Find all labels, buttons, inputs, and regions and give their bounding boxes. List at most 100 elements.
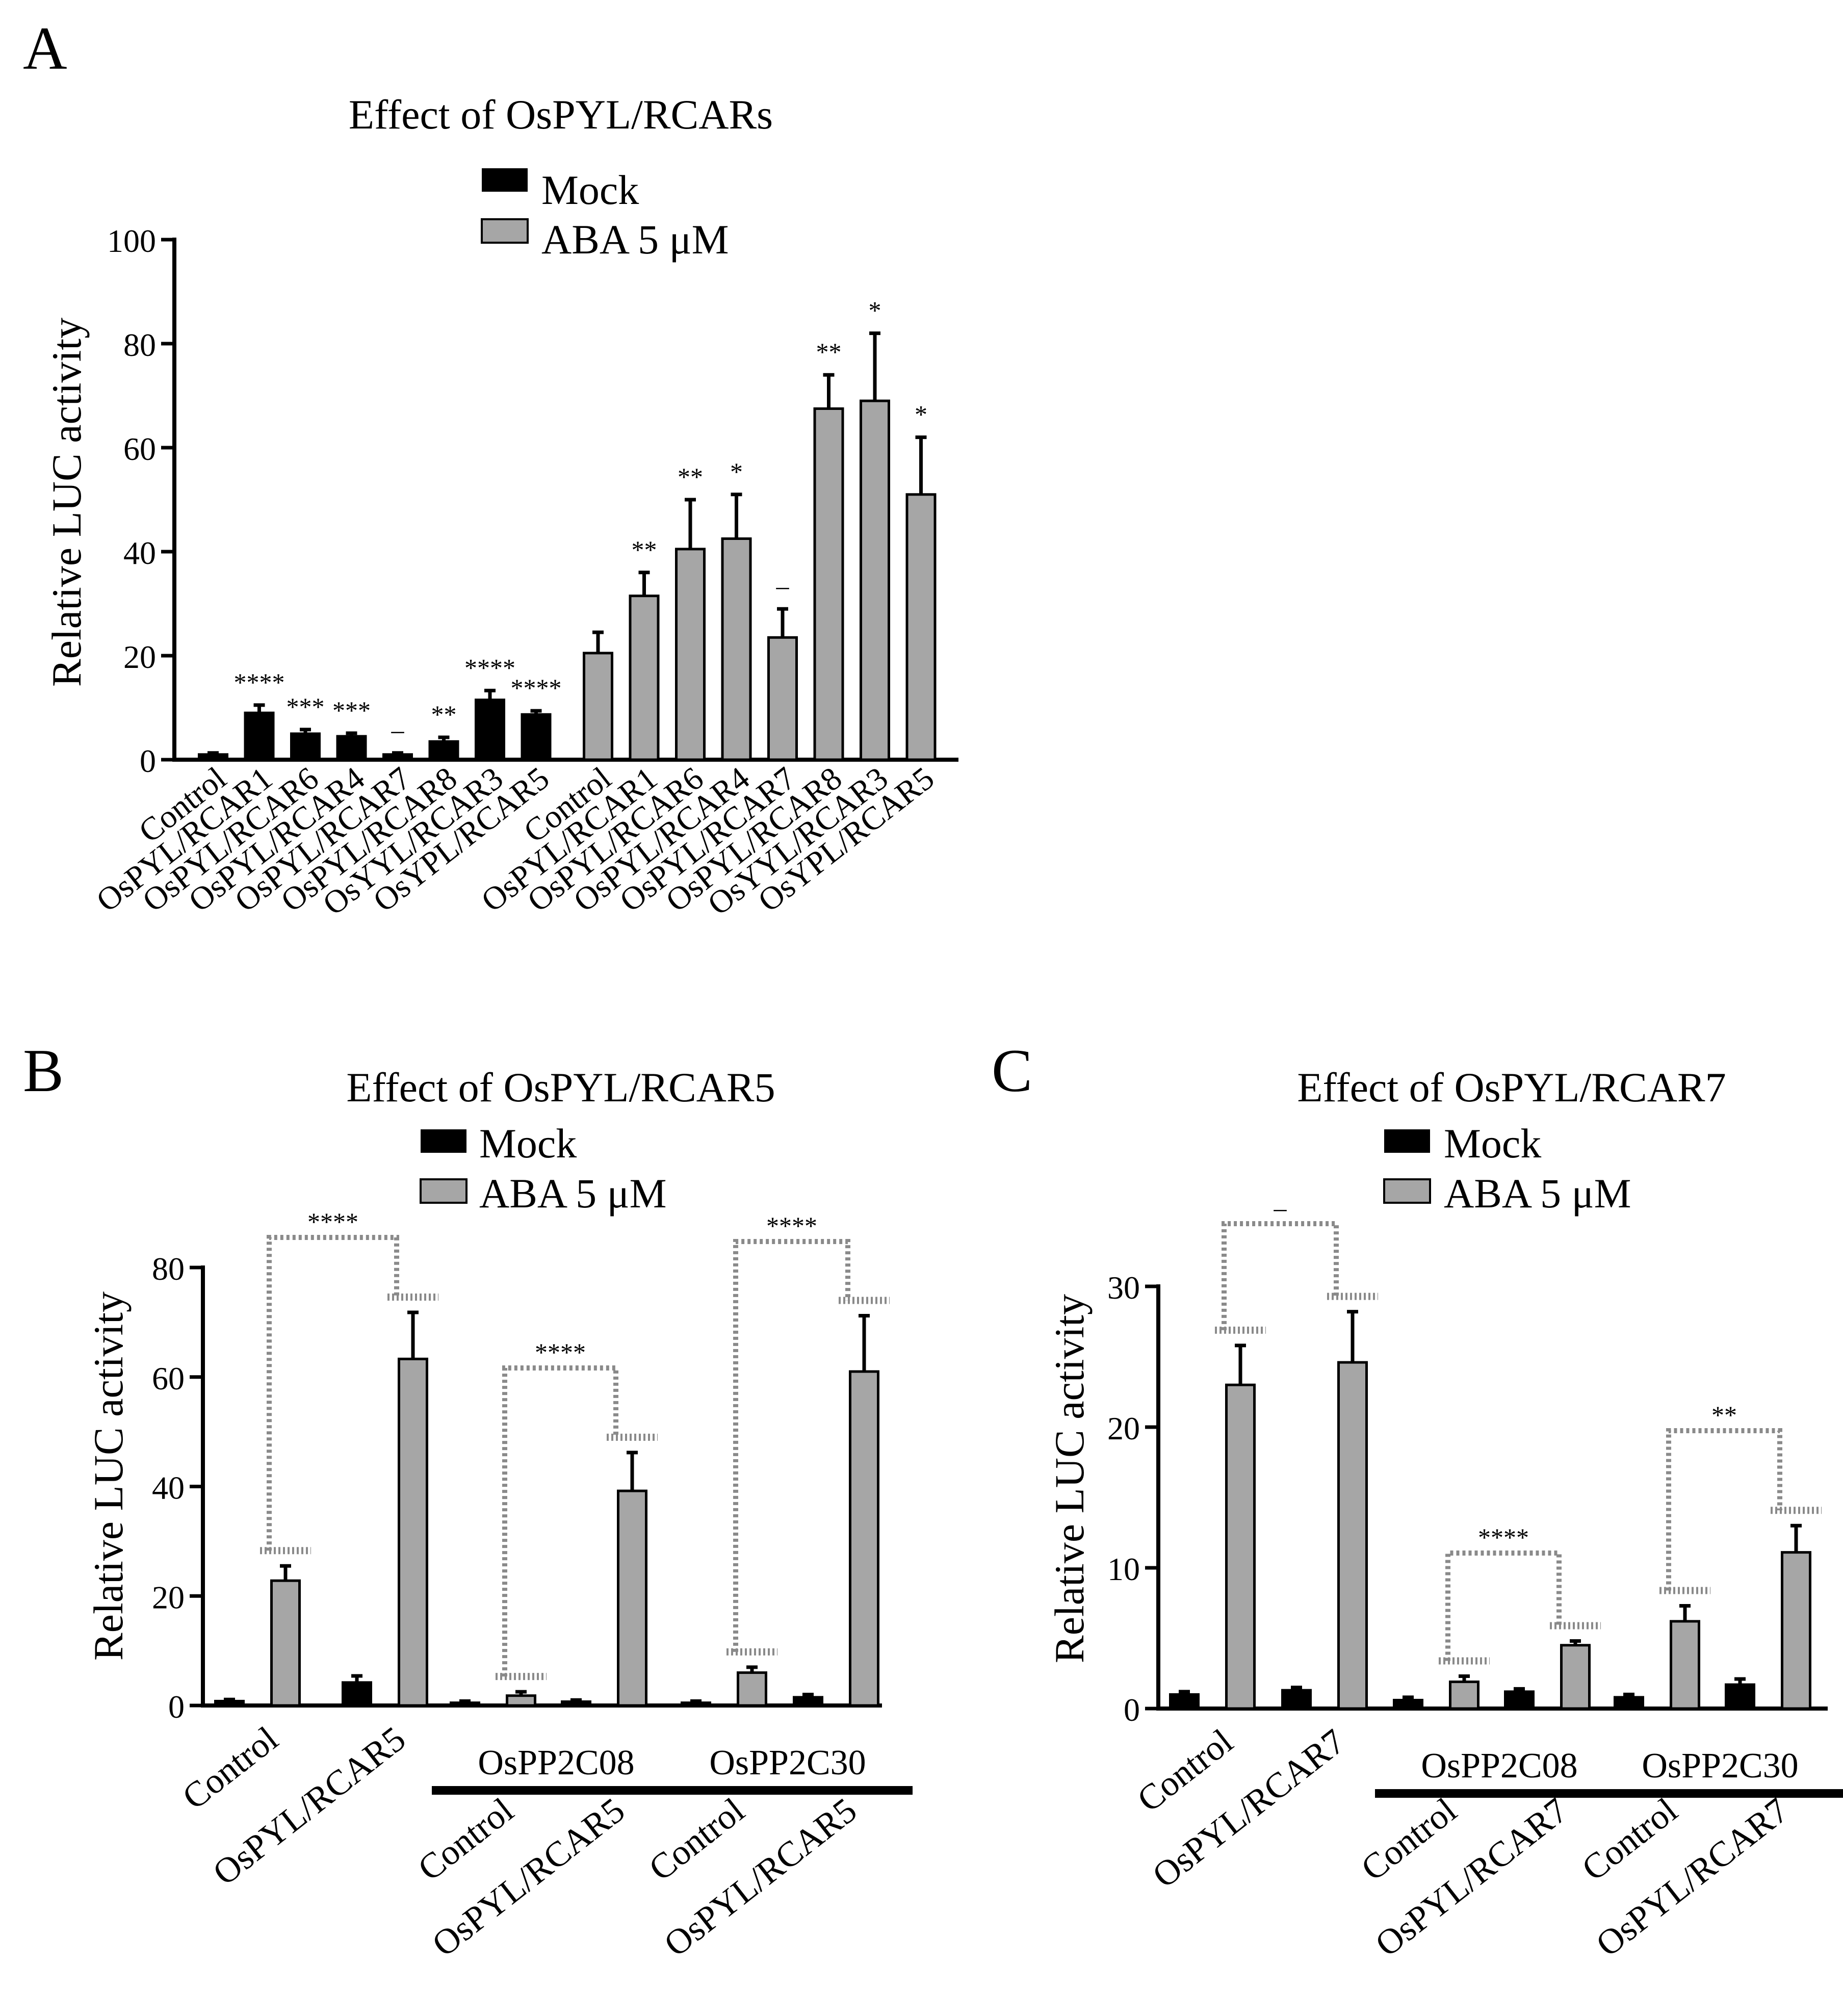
panel-a-y-tick-label: 100 (107, 223, 156, 259)
panel-a-mock-bar (521, 713, 552, 761)
panel-c-x-tick-label: OsPYL/RCAR7 (1146, 1722, 1353, 1896)
panel-b-mock-bar (450, 1701, 480, 1707)
panel-a-title: Effect of OsPYL/RCARs (349, 91, 773, 138)
legend-b-mock-label: Mock (479, 1120, 577, 1167)
panel-b-plot: 020406080ControlOsPYL/RCAR5ControlOsPYL/… (152, 1207, 913, 1965)
panel-c-aba-bar (1449, 1681, 1479, 1710)
panel-b-comparison-bracket (733, 1239, 850, 1652)
panel-letter-b: B (23, 1037, 64, 1104)
panel-b-group-underline (432, 1786, 681, 1795)
panel-b-comparison-label: **** (535, 1338, 586, 1366)
legend-a-aba-swatch (481, 218, 529, 244)
panel-a-significance-label: – (776, 572, 790, 600)
panel-c-x-tick-label: OsPYL/RCAR7 (1589, 1791, 1796, 1965)
panel-a-aba-bar (629, 595, 660, 761)
panel-a-aba-bar (813, 407, 844, 761)
panel-b-comparison-bracket (267, 1235, 399, 1551)
panel-c-mock-bar (1393, 1698, 1423, 1710)
panel-a-aba-bar (675, 548, 706, 761)
panel-a-significance-label: **** (511, 674, 562, 702)
legend-a: Mock ABA 5 μM (481, 167, 729, 263)
panel-a-significance-label: * (869, 296, 881, 325)
panel-c-aba-bar (1670, 1620, 1700, 1710)
legend-a-aba-label: ABA 5 μM (541, 216, 729, 263)
panel-a-significance-label: **** (234, 668, 285, 696)
panel-c-comparison-bracket (1666, 1428, 1782, 1591)
panel-a-mock-bar (475, 699, 505, 761)
panel-c-ylabel: Relative LUC activity (1046, 1294, 1093, 1663)
panel-b-y-tick-label: 80 (152, 1251, 185, 1287)
panel-a-aba-bar (583, 652, 613, 761)
panel-c-y-tick-label: 10 (1107, 1551, 1140, 1587)
panel-c-mock-bar (1725, 1683, 1755, 1710)
panel-c-y-tick-label: 0 (1124, 1692, 1140, 1728)
panel-c-comparison-label: ** (1711, 1401, 1737, 1429)
panel-c-group-underline (1596, 1789, 1843, 1798)
panel-a-mock-bar (336, 735, 367, 761)
panel-a-mock-bar (198, 753, 228, 761)
panel-c-group-label: OsPP2C08 (1421, 1746, 1577, 1786)
panel-a-plot: 020406080100Control****OsPYL/RCAR1***OsP… (90, 223, 958, 922)
panel-c-comparison-label: – (1274, 1194, 1287, 1222)
panel-b-y-tick-label: 40 (152, 1470, 185, 1506)
legend-b-aba-label: ABA 5 μM (479, 1170, 666, 1217)
panel-letter-c: C (992, 1037, 1032, 1104)
legend-a-mock-swatch (482, 168, 528, 192)
panel-a-mock-bar (290, 732, 321, 761)
panel-b-group-underline (663, 1786, 913, 1795)
panel-a-y-tick-label: 60 (123, 431, 156, 467)
panel-b-x-tick-label: OsPYL/RCAR5 (657, 1791, 864, 1965)
panel-b-mock-bar (561, 1700, 591, 1707)
panel-b-x-tick-label: Control (175, 1719, 285, 1817)
panel-a-ylabel: Relative LUC activity (43, 318, 90, 687)
legend-c-mock-label: Mock (1444, 1120, 1541, 1167)
panel-b-aba-bar (849, 1370, 879, 1707)
panel-b-ylabel: Relative LUC activity (85, 1291, 132, 1661)
panel-a-y-tick-label: 0 (140, 743, 156, 779)
panel-c-mock-bar (1281, 1689, 1312, 1710)
panel-b-comparison-label: **** (307, 1207, 358, 1236)
panel-c-mock-bar (1169, 1693, 1200, 1710)
panel-b-y-tick-label: 0 (168, 1689, 185, 1725)
panel-b-comparison-bracket (502, 1365, 618, 1677)
panel-a-significance-label: ** (816, 338, 842, 366)
panel-b-x-tick-label: OsPYL/RCAR5 (425, 1791, 632, 1965)
panel-c-group-underline (1375, 1789, 1624, 1798)
panel-a-significance-label: ** (632, 535, 657, 564)
panel-b-comparison-label: **** (766, 1211, 817, 1240)
panel-b-y-tick-label: 20 (152, 1579, 185, 1615)
panel-c-mock-bar (1504, 1690, 1535, 1710)
legend-a-mock-label: Mock (541, 167, 639, 213)
legend-b: Mock ABA 5 μM (420, 1120, 666, 1217)
panel-c-group-label: OsPP2C30 (1642, 1746, 1798, 1786)
panel-a-mock-bar (382, 753, 413, 761)
legend-c-aba-swatch (1383, 1178, 1431, 1204)
panel-a-significance-label: *** (332, 696, 371, 725)
panel-letter-a: A (23, 14, 67, 82)
panel-a-aba-bar (721, 537, 752, 761)
panel-b-aba-bar (617, 1489, 647, 1707)
panel-a-significance-label: *** (287, 692, 325, 721)
panel-c-x-tick-label: OsPYL/RCAR7 (1368, 1791, 1575, 1965)
panel-a-mock-bar (244, 711, 275, 761)
panel-c-y-tick-label: 20 (1107, 1410, 1140, 1446)
legend-c: Mock ABA 5 μM (1383, 1120, 1631, 1217)
panel-c-title: Effect of OsPYL/RCAR7 (1297, 1064, 1726, 1110)
panel-b-group-label: OsPP2C30 (709, 1743, 866, 1782)
panel-c-y-tick-label: 30 (1107, 1270, 1140, 1306)
panel-b-mock-bar (214, 1699, 245, 1707)
panel-a-aba-bar (860, 399, 890, 761)
panel-a-significance-label: * (915, 400, 927, 429)
legend-c-aba-label: ABA 5 μM (1444, 1170, 1631, 1217)
panel-b-mock-bar (342, 1681, 372, 1707)
legend-c-mock-swatch (1384, 1129, 1430, 1153)
panel-b-aba-bar (506, 1694, 536, 1707)
panel-c-mock-bar (1614, 1696, 1644, 1710)
panel-a-mock-bar (428, 740, 459, 761)
panel-b-title: Effect of OsPYL/RCAR5 (346, 1064, 775, 1110)
panel-c-aba-bar (1337, 1361, 1368, 1710)
panel-c-aba-bar (1225, 1383, 1256, 1710)
panel-a-significance-label: * (730, 457, 743, 486)
panel-c-aba-bar (1781, 1551, 1811, 1710)
